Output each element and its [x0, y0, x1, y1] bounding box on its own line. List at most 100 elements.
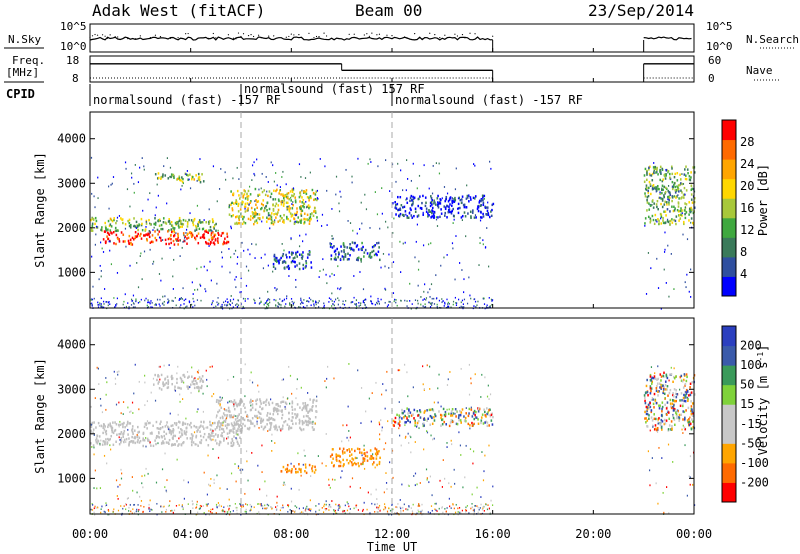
range-cell: [107, 228, 109, 231]
range-cell: [275, 410, 278, 413]
range-cell: [215, 229, 217, 232]
range-cell: [196, 288, 199, 291]
range-cell: [331, 453, 334, 457]
range-cell: [238, 218, 241, 222]
range-cell: [223, 419, 225, 423]
range-cell: [355, 462, 357, 466]
range-cell: [191, 233, 194, 236]
range-cell: [245, 284, 248, 287]
range-cell: [658, 390, 660, 393]
range-cell: [92, 285, 94, 288]
range-cell: [473, 513, 475, 516]
range-cell: [246, 427, 249, 430]
range-cell: [374, 191, 376, 193]
range-cell: [134, 235, 137, 238]
range-cell: [148, 218, 150, 222]
range-cell: [663, 210, 665, 213]
range-cell: [121, 513, 123, 516]
nsearch-point: [252, 35, 255, 38]
range-cell: [144, 374, 146, 377]
range-cell: [655, 387, 658, 390]
range-cell: [247, 195, 250, 198]
range-cell: [276, 504, 279, 507]
range-cell: [233, 252, 235, 255]
range-cell: [653, 202, 655, 205]
range-cell: [171, 299, 173, 302]
range-cell: [277, 259, 279, 262]
range-cell: [314, 416, 317, 419]
range-cell: [677, 186, 679, 190]
range-cell: [256, 417, 258, 420]
range-cell: [117, 485, 119, 488]
range-cell: [671, 393, 674, 397]
range-cell: [160, 420, 162, 423]
range-cell: [401, 483, 403, 486]
range-cell: [692, 426, 695, 429]
range-cell: [437, 194, 439, 198]
range-cell: [190, 433, 193, 436]
range-cell: [185, 306, 187, 308]
title-beam: Beam 00: [355, 1, 422, 20]
range-cell: [218, 428, 221, 431]
range-cell: [269, 428, 272, 431]
range-cell: [425, 201, 427, 204]
range-cell: [405, 213, 407, 216]
range-cell: [163, 505, 165, 508]
range-cell: [173, 422, 176, 425]
range-cell: [145, 225, 147, 228]
range-cell: [449, 210, 451, 214]
range-cell: [333, 245, 335, 248]
range-cell: [429, 388, 431, 390]
range-cell: [282, 504, 284, 507]
range-cell: [177, 243, 179, 246]
range-cell: [685, 388, 688, 392]
range-cell: [161, 239, 164, 241]
range-cell: [686, 390, 689, 393]
range-cell: [257, 503, 259, 505]
range-cell: [182, 218, 185, 222]
range-cell: [134, 231, 137, 234]
range-cell: [359, 304, 362, 307]
range-cell: [431, 304, 433, 306]
range-cell: [398, 414, 401, 417]
range-cell: [230, 202, 233, 205]
range-cell: [325, 273, 327, 276]
range-cell: [489, 160, 491, 163]
range-cell: [412, 202, 414, 204]
range-cell: [162, 441, 165, 445]
range-cell: [373, 245, 375, 248]
range-cell: [667, 184, 670, 187]
range-cell: [209, 420, 211, 424]
range-cell: [180, 380, 183, 384]
range-cell: [217, 241, 220, 245]
range-cell: [290, 462, 292, 465]
range-cell: [227, 436, 230, 439]
range-cell: [287, 504, 289, 506]
range-cell: [457, 211, 460, 215]
range-cell: [663, 194, 665, 197]
range-cell: [662, 216, 664, 220]
range-cell: [664, 174, 666, 178]
range-cell: [265, 507, 267, 510]
range-cell: [269, 214, 271, 217]
range-cell: [137, 504, 139, 506]
range-cell: [376, 498, 378, 500]
range-cell: [306, 304, 308, 307]
range-cell: [177, 232, 179, 236]
range-cell: [429, 210, 432, 213]
range-cell: [436, 197, 439, 200]
range-cell: [425, 430, 428, 433]
range-cell: [149, 421, 151, 425]
range-cell: [162, 295, 164, 298]
range-cell: [488, 398, 490, 400]
range-cell: [333, 510, 335, 513]
range-cell: [466, 505, 469, 507]
range-cell: [344, 512, 346, 515]
range-cell: [384, 301, 386, 304]
range-cell: [325, 503, 327, 506]
range-cell: [247, 189, 250, 193]
range-cell: [114, 428, 117, 432]
range-cell: [676, 195, 678, 198]
range-cell: [315, 410, 317, 413]
range-cell: [107, 423, 110, 427]
